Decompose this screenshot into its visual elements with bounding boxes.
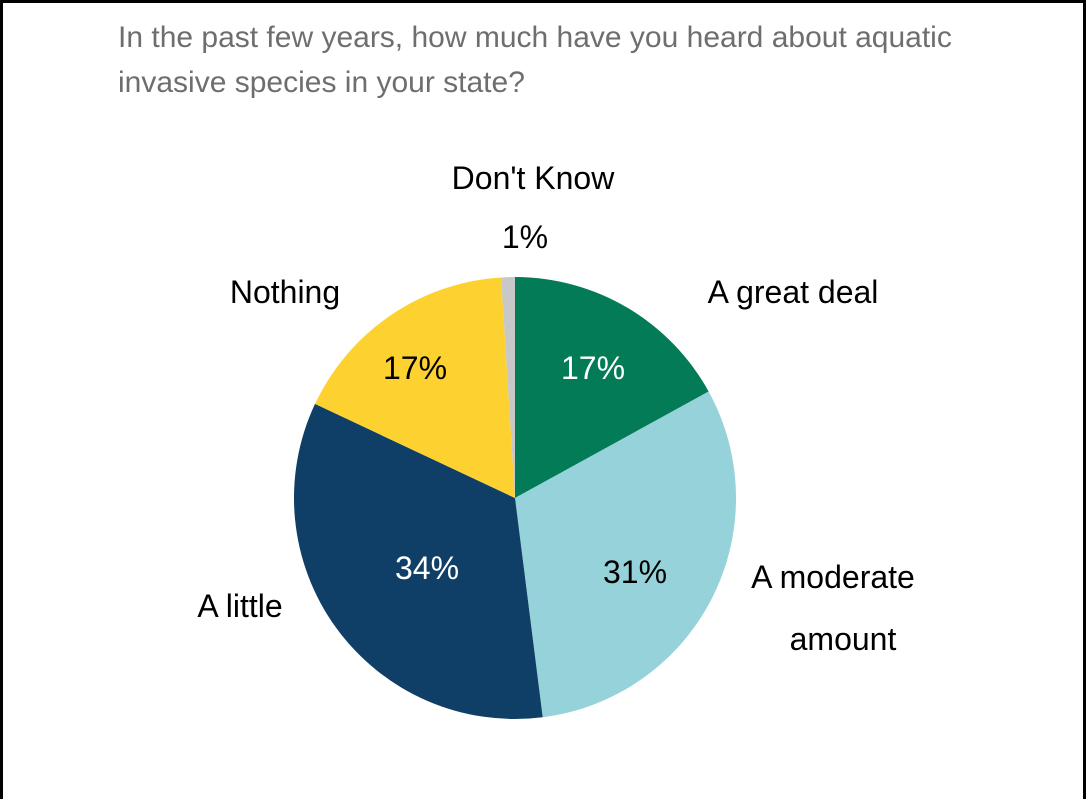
value-label-don-t-know: 1% [502,219,548,255]
pie-slice-a-little [293,403,543,720]
chart-title: In the past few years, how much have you… [118,21,952,99]
pie-slice-a-moderate-amount [515,391,736,718]
pie-chart: 17% A great deal 31% A moderate amount 34% A l… [197,160,915,720]
value-label-a-little: 34% [395,550,459,586]
category-label-nothing: Nothing [230,274,340,310]
pie-slice-a-great-deal [515,277,709,498]
value-label-a-moderate-amount: 31% [603,554,667,590]
pie-slice-don-t-know [501,277,515,498]
value-label-nothing: 17% [383,350,447,386]
pie-slice-nothing [315,277,515,498]
category-label-a-little: A little [197,588,282,624]
category-label-a-great-deal: A great deal [708,274,879,310]
category-label-don-t-know: Don't Know [452,160,616,196]
category-label-a-moderate-amount: A moderate amount [751,559,915,657]
value-label-a-great-deal: 17% [561,350,625,386]
